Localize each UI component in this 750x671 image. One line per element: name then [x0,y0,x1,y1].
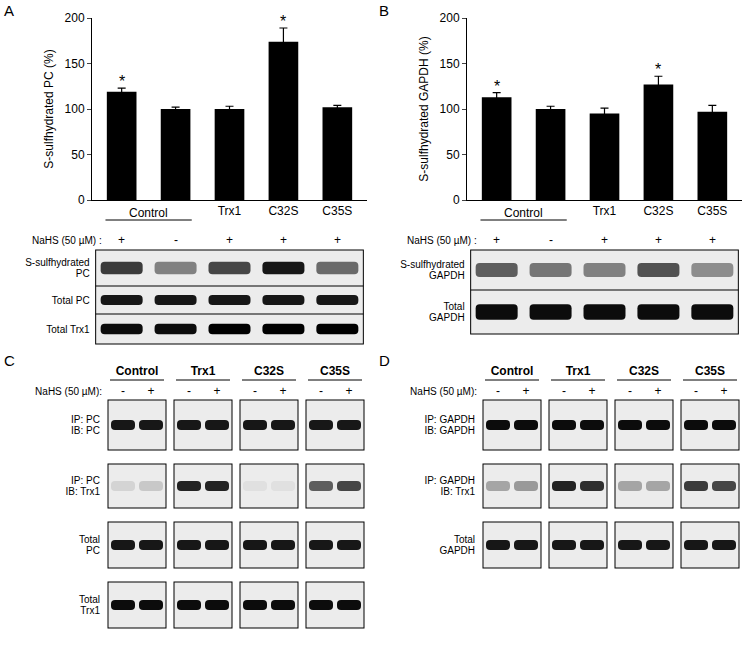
svg-text:+: + [655,233,662,247]
svg-text:D: D [379,352,390,369]
svg-text:TotalGAPDH: TotalGAPDH [439,534,475,557]
svg-text:NaHS (50 µM):: NaHS (50 µM): [410,386,477,397]
svg-text:IP: GAPDHIB: Trx1: IP: GAPDHIB: Trx1 [424,475,475,498]
svg-text:-: - [121,384,125,398]
svg-text:0: 0 [78,193,85,207]
svg-text:C: C [4,352,15,369]
svg-text:*: * [655,61,661,78]
svg-text:150: 150 [440,57,460,71]
svg-text:+: + [345,384,352,398]
svg-text:+: + [601,233,608,247]
svg-text:TotalPC: TotalPC [79,534,100,557]
svg-text:-: - [496,384,500,398]
svg-text:+: + [213,384,220,398]
svg-text:+: + [522,384,529,398]
svg-text:Total PC: Total PC [52,295,90,306]
svg-text:C32S: C32S [629,364,659,378]
svg-text:Control: Control [116,364,159,378]
svg-text:+: + [493,233,500,247]
svg-text:+: + [588,384,595,398]
svg-text:150: 150 [65,57,85,71]
svg-text:Trx1: Trx1 [566,364,591,378]
svg-text:IP: GAPDHIB: GAPDH: IP: GAPDHIB: GAPDH [424,414,475,437]
svg-text:50: 50 [71,148,85,162]
svg-text:+: + [654,384,661,398]
svg-text:IP: PCIB: Trx1: IP: PCIB: Trx1 [66,475,101,498]
svg-text:-: - [549,233,553,247]
svg-text:Total Trx1: Total Trx1 [46,324,90,335]
svg-text:Trx1: Trx1 [593,204,617,218]
svg-text:50: 50 [446,148,460,162]
svg-text:Control: Control [504,206,543,220]
svg-text:C35S: C35S [697,204,727,218]
svg-text:S-sulfhydratedPC: S-sulfhydratedPC [25,257,89,280]
svg-text:+: + [226,233,233,247]
svg-text:+: + [334,233,341,247]
svg-text:+: + [280,233,287,247]
svg-text:+: + [279,384,286,398]
svg-text:S-sulfhydrated GAPDH (%): S-sulfhydrated GAPDH (%) [417,36,431,181]
svg-text:+: + [147,384,154,398]
svg-text:0: 0 [453,193,460,207]
svg-text:*: * [119,73,125,90]
svg-text:C32S: C32S [254,364,284,378]
svg-text:A: A [4,2,14,19]
svg-text:IP: PCIB: PC: IP: PCIB: PC [71,414,100,437]
svg-text:*: * [494,78,500,95]
svg-text:S-sulfhydratedGAPDH: S-sulfhydratedGAPDH [400,259,464,282]
svg-text:+: + [709,233,716,247]
svg-text:Trx1: Trx1 [191,364,216,378]
svg-text:C32S: C32S [268,204,298,218]
svg-text:C35S: C35S [695,364,725,378]
svg-text:Control: Control [491,364,534,378]
svg-text:-: - [174,233,178,247]
svg-text:C35S: C35S [320,364,350,378]
svg-text:100: 100 [440,102,460,116]
svg-text:C32S: C32S [643,204,673,218]
svg-text:-: - [628,384,632,398]
svg-text:+: + [118,233,125,247]
svg-text:-: - [253,384,257,398]
svg-text:-: - [187,384,191,398]
svg-text:200: 200 [65,11,85,25]
svg-text:-: - [562,384,566,398]
svg-text:200: 200 [440,11,460,25]
svg-text:-: - [694,384,698,398]
svg-text:NaHS (50 µM) :: NaHS (50 µM) : [407,235,477,246]
svg-text:S-sulfhydrated PC (%): S-sulfhydrated PC (%) [42,49,56,168]
svg-text:*: * [280,13,286,30]
svg-text:NaHS (50 µM) :: NaHS (50 µM) : [32,235,102,246]
svg-text:B: B [379,2,389,19]
svg-text:Trx1: Trx1 [218,204,242,218]
svg-text:-: - [319,384,323,398]
svg-text:TotalGAPDH: TotalGAPDH [429,301,465,324]
svg-text:+: + [720,384,727,398]
svg-text:TotalTrx1: TotalTrx1 [79,594,101,617]
svg-text:C35S: C35S [322,204,352,218]
svg-text:100: 100 [65,102,85,116]
svg-text:NaHS (50 µM):: NaHS (50 µM): [35,386,102,397]
svg-text:Control: Control [129,206,168,220]
